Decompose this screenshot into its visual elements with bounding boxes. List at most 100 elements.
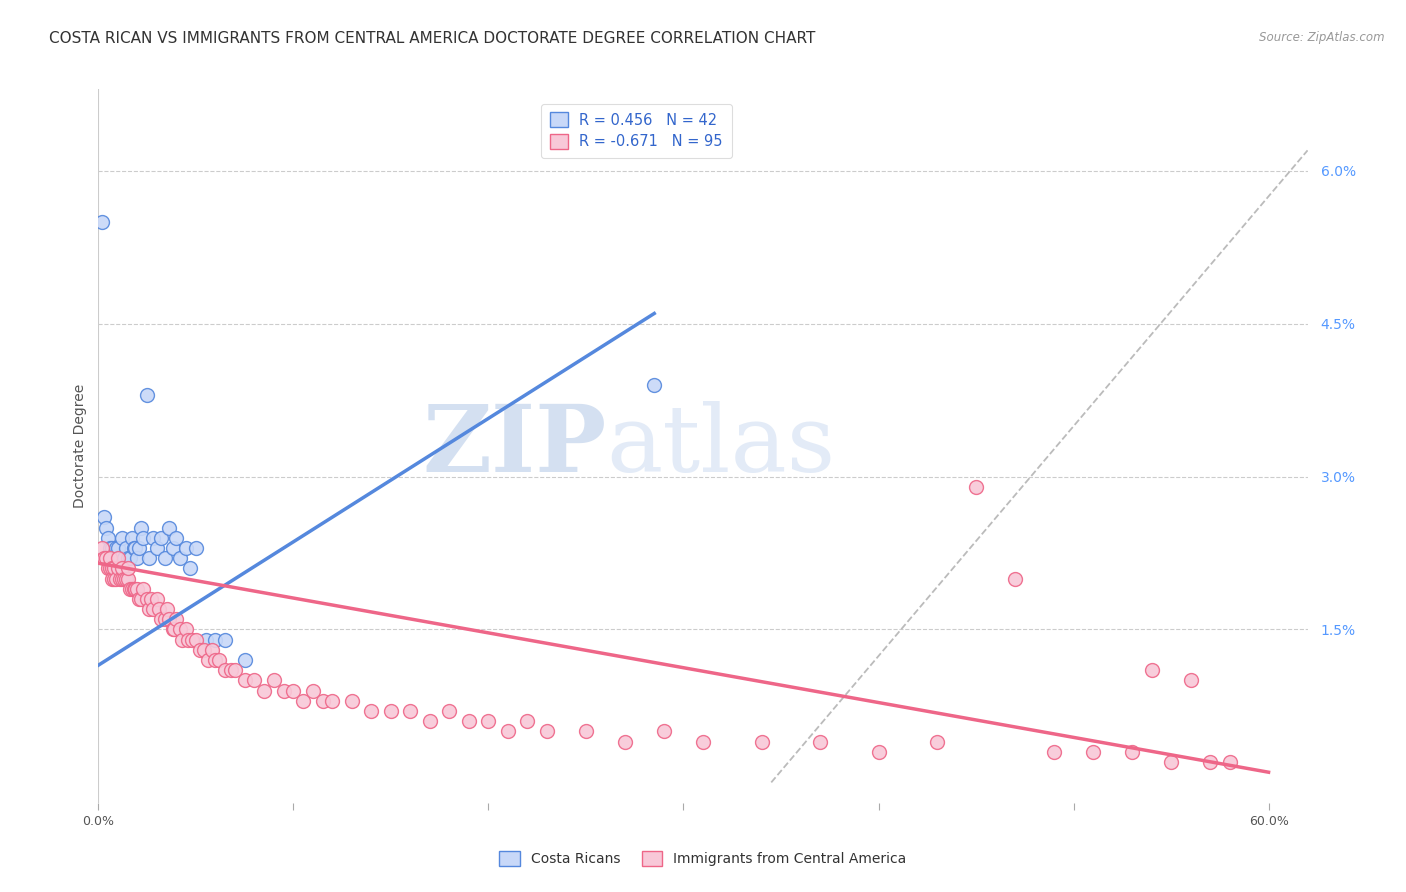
Point bbox=[111, 572, 134, 586]
Point bbox=[1199, 755, 1222, 769]
Point bbox=[91, 541, 114, 555]
Point bbox=[122, 582, 145, 596]
Point bbox=[194, 632, 217, 647]
Point bbox=[200, 643, 222, 657]
Y-axis label: Doctorate Degree: Doctorate Degree bbox=[73, 384, 87, 508]
Point bbox=[172, 632, 194, 647]
Point bbox=[107, 541, 129, 555]
Point bbox=[162, 623, 184, 637]
Point bbox=[340, 694, 363, 708]
Point bbox=[93, 510, 115, 524]
Point bbox=[136, 591, 159, 606]
Point bbox=[124, 541, 146, 555]
Point bbox=[107, 551, 129, 566]
Point bbox=[536, 724, 558, 739]
Point bbox=[139, 591, 162, 606]
Point bbox=[808, 734, 831, 748]
Point bbox=[181, 632, 204, 647]
Point bbox=[177, 632, 200, 647]
Point bbox=[103, 572, 125, 586]
Point bbox=[97, 531, 120, 545]
Legend: Costa Ricans, Immigrants from Central America: Costa Ricans, Immigrants from Central Am… bbox=[494, 846, 912, 871]
Point bbox=[1004, 572, 1026, 586]
Point bbox=[477, 714, 499, 729]
Point bbox=[179, 561, 201, 575]
Point bbox=[96, 551, 118, 566]
Point bbox=[101, 541, 124, 555]
Point bbox=[1140, 663, 1163, 677]
Point bbox=[219, 663, 242, 677]
Point bbox=[108, 572, 131, 586]
Point bbox=[148, 602, 170, 616]
Point bbox=[136, 388, 159, 402]
Point bbox=[131, 591, 153, 606]
Point bbox=[692, 734, 714, 748]
Point bbox=[156, 602, 179, 616]
Point bbox=[263, 673, 285, 688]
Point bbox=[122, 541, 145, 555]
Point bbox=[868, 745, 890, 759]
Point bbox=[138, 551, 160, 566]
Point bbox=[108, 551, 131, 566]
Point bbox=[97, 561, 120, 575]
Point bbox=[118, 551, 141, 566]
Point bbox=[193, 643, 215, 657]
Point bbox=[98, 561, 121, 575]
Point bbox=[128, 591, 150, 606]
Point bbox=[652, 724, 675, 739]
Point bbox=[165, 531, 187, 545]
Point bbox=[132, 531, 155, 545]
Point bbox=[114, 541, 136, 555]
Point bbox=[614, 734, 637, 748]
Text: ZIP: ZIP bbox=[422, 401, 606, 491]
Point bbox=[111, 531, 134, 545]
Point bbox=[142, 531, 165, 545]
Point bbox=[292, 694, 315, 708]
Point bbox=[516, 714, 538, 729]
Point bbox=[1160, 755, 1182, 769]
Point bbox=[138, 602, 160, 616]
Point bbox=[243, 673, 266, 688]
Point bbox=[117, 561, 139, 575]
Point bbox=[439, 704, 461, 718]
Point bbox=[1043, 745, 1066, 759]
Point bbox=[153, 612, 176, 626]
Point bbox=[321, 694, 343, 708]
Point bbox=[165, 612, 187, 626]
Point bbox=[643, 377, 665, 392]
Point bbox=[273, 683, 295, 698]
Point bbox=[169, 623, 191, 637]
Point bbox=[114, 572, 136, 586]
Text: atlas: atlas bbox=[606, 401, 835, 491]
Point bbox=[458, 714, 481, 729]
Point bbox=[118, 582, 141, 596]
Point bbox=[575, 724, 598, 739]
Point bbox=[188, 643, 211, 657]
Point bbox=[197, 653, 219, 667]
Point bbox=[127, 582, 149, 596]
Point bbox=[224, 663, 246, 677]
Point bbox=[965, 480, 987, 494]
Point bbox=[104, 541, 127, 555]
Text: Source: ZipAtlas.com: Source: ZipAtlas.com bbox=[1260, 31, 1385, 45]
Point bbox=[751, 734, 773, 748]
Point bbox=[107, 561, 129, 575]
Point bbox=[101, 561, 124, 575]
Point bbox=[124, 582, 146, 596]
Point bbox=[127, 551, 149, 566]
Point bbox=[103, 561, 125, 575]
Point bbox=[1121, 745, 1143, 759]
Point bbox=[163, 623, 186, 637]
Point bbox=[204, 632, 226, 647]
Point bbox=[283, 683, 305, 698]
Point bbox=[142, 602, 165, 616]
Point bbox=[1219, 755, 1241, 769]
Point bbox=[214, 663, 236, 677]
Point bbox=[174, 541, 197, 555]
Legend: R = 0.456   N = 42, R = -0.671   N = 95: R = 0.456 N = 42, R = -0.671 N = 95 bbox=[541, 103, 731, 158]
Point bbox=[162, 541, 184, 555]
Point bbox=[146, 541, 169, 555]
Point bbox=[233, 653, 256, 667]
Point bbox=[93, 551, 115, 566]
Point bbox=[153, 551, 176, 566]
